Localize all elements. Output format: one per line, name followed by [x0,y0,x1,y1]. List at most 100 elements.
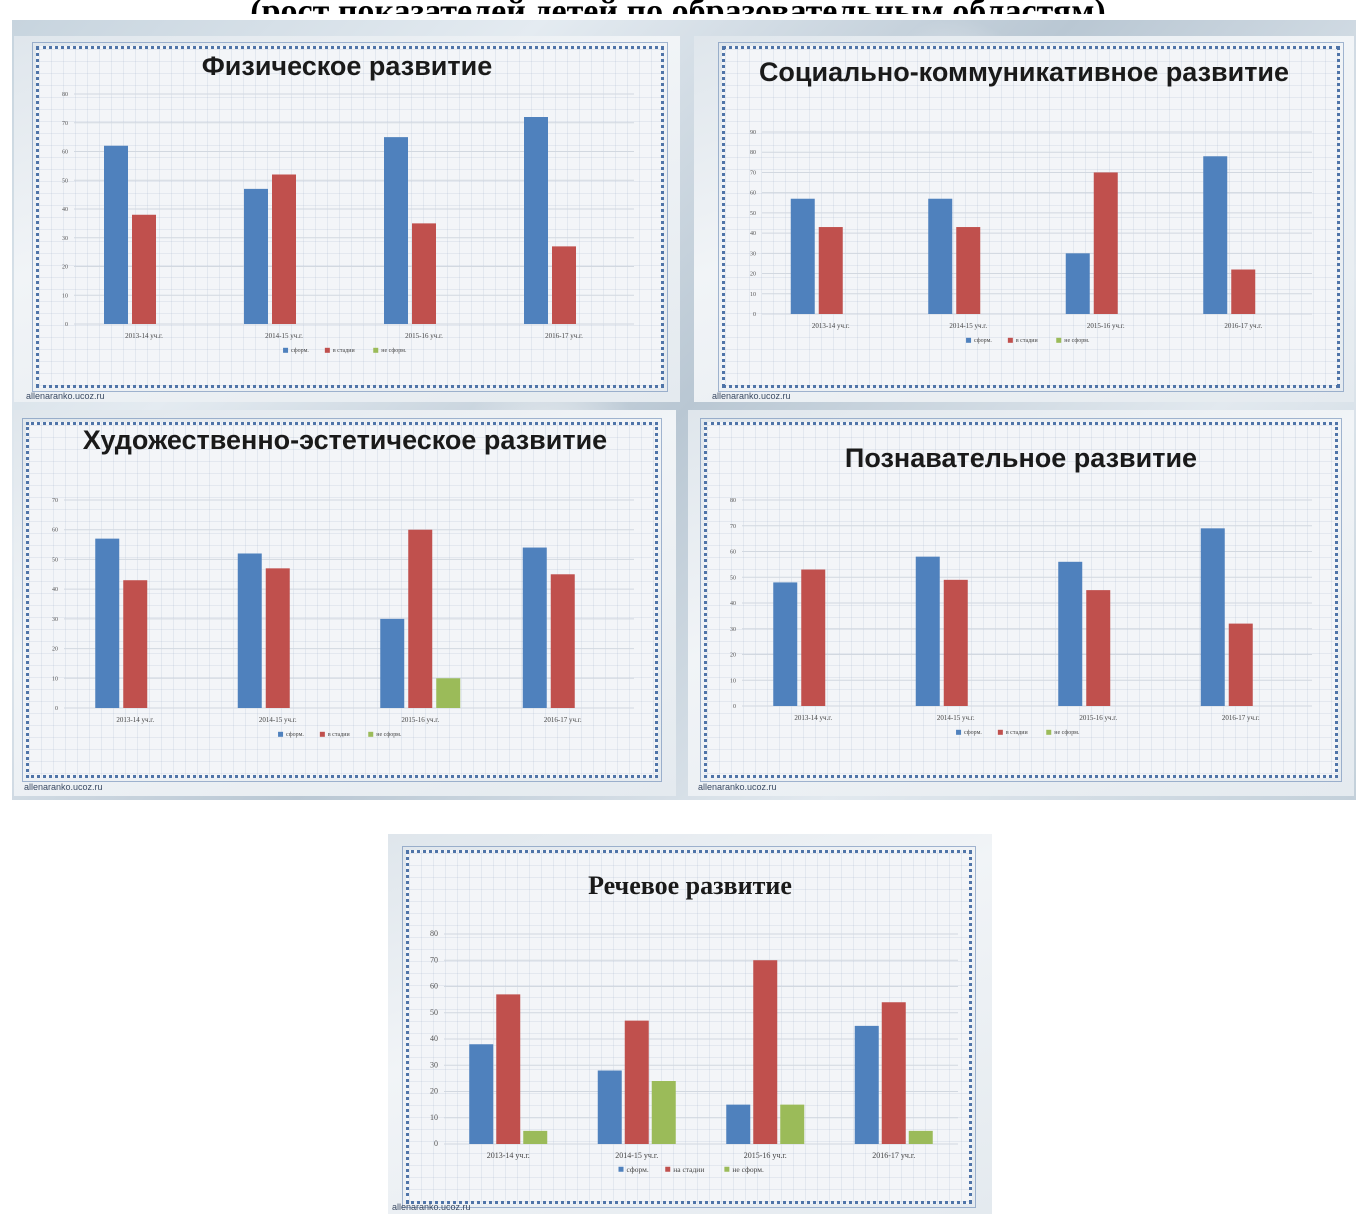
y-tick-label: 30 [62,236,68,242]
bar-3 [523,1130,548,1144]
bar-1 [244,188,268,324]
bar-3 [908,1130,933,1144]
chart-artistic: 0 10 20 30 40 50 60 70 2013-14 уч.г. 2014-15 уч.г… [52,498,634,738]
x-tick-label: 2016-17 уч.г. [1222,714,1260,722]
y-tick-label: 20 [730,653,736,659]
bar-1 [1065,253,1090,314]
legend-label: в стадии [328,732,351,738]
x-tick-label: 2014-15 уч.г. [937,714,975,722]
bar-1 [915,556,940,706]
legend-label: в стадии [1016,338,1039,344]
y-tick-label: 20 [430,1087,438,1096]
bar-1 [522,547,547,708]
y-tick-label: 80 [62,92,68,98]
bar-1 [384,137,408,324]
y-tick-label: 0 [753,312,756,318]
y-tick-label: 10 [430,1113,438,1122]
site-credit: allenaranko.ucoz.ru [712,391,791,401]
y-tick-label: 10 [730,678,736,684]
bar-2 [1231,269,1256,314]
bar-1 [726,1104,751,1144]
x-tick-label: 2013-14 уч.г. [487,1151,530,1160]
legend-label: сформ. [291,347,309,354]
legend-swatch [724,1166,730,1172]
bar-1 [597,1070,622,1144]
bar-2 [881,1002,906,1144]
x-tick-label: 2015-16 уч.г. [405,332,443,340]
x-tick-label: 2014-15 уч.г. [259,716,297,724]
legend-label: на стадии [673,1165,704,1174]
bar-1 [524,117,548,324]
slide-cognitive: Познавательное развитие 0 10 20 30 40 50 60 70 8… [688,410,1354,796]
bar-2 [272,174,296,324]
y-tick-label: 40 [430,1034,438,1043]
chart-title: Художественно-эстетическое развитие [82,425,608,455]
y-tick-label: 40 [62,207,68,213]
bar-2 [818,227,843,314]
bar-2 [1086,590,1111,706]
y-tick-label: 10 [62,293,68,299]
legend-swatch [368,731,374,737]
x-tick-label: 2013-14 уч.г. [125,332,163,340]
bar-2 [550,574,575,708]
bar-2 [801,569,826,706]
y-tick-label: 60 [730,550,736,556]
legend-swatch [373,347,379,353]
y-tick-label: 10 [750,292,756,298]
bar-2 [496,994,521,1144]
legend-swatch [966,337,972,343]
y-tick-label: 70 [52,498,58,504]
y-tick-label: 0 [65,322,68,328]
y-tick-label: 30 [730,627,736,633]
y-tick-label: 60 [430,982,438,991]
chart-physical: 0 10 20 30 40 50 60 70 80 2013-14 уч.г. 2014-15 уч… [62,92,634,354]
y-tick-label: 70 [430,955,438,964]
legend-label: сформ. [286,731,304,738]
bar-3 [651,1081,676,1144]
y-tick-label: 0 [733,704,736,710]
x-tick-label: 2015-16 уч.г. [1087,322,1125,330]
x-tick-label: 2015-16 уч.г. [401,716,439,724]
y-tick-label: 80 [430,929,438,938]
y-tick-label: 50 [52,557,58,563]
legend-swatch [324,347,330,353]
slide-frame [718,42,1344,392]
bar-2 [123,580,148,708]
chart-title: Физическое развитие [201,51,493,81]
bar-2 [1093,172,1118,314]
y-tick-label: 30 [430,1060,438,1069]
bar-1 [1200,528,1225,706]
x-tick-label: 2014-15 уч.г. [949,322,987,330]
bar-1 [773,582,798,706]
bar-1 [380,618,405,708]
y-tick-label: 50 [750,211,756,217]
chart-title: Речевое развитие [588,871,792,900]
x-tick-label: 2016-17 уч.г. [545,332,583,340]
x-tick-label: 2015-16 уч.г. [1079,714,1117,722]
bar-2 [753,960,778,1144]
x-tick-label: 2013-14 уч.г. [116,716,154,724]
bar-1 [469,1044,494,1144]
site-credit: allenaranko.ucoz.ru [24,782,103,792]
slide-speech: Речевое развитие 0 10 20 30 40 50 60 70 80 2013-1… [388,834,992,1214]
y-tick-label: 40 [750,231,756,237]
y-tick-label: 60 [750,191,756,197]
y-tick-label: 90 [750,130,756,136]
legend-label: сформ. [627,1165,649,1174]
legend-swatch [618,1166,624,1172]
x-tick-label: 2016-17 уч.г. [872,1151,915,1160]
bar-3 [780,1104,805,1144]
legend-label: не сформ. [1064,337,1090,344]
legend-swatch [956,729,962,735]
x-tick-label: 2014-15 уч.г. [615,1151,658,1160]
bar-1 [237,553,262,708]
bar-2 [624,1020,649,1144]
bar-1 [928,198,953,314]
y-tick-label: 70 [750,170,756,176]
chart-cognitive: 0 10 20 30 40 50 60 70 80 2013-14 уч.г. 2014-15 уч… [730,498,1312,736]
legend-swatch [1007,337,1013,343]
legend-label: не сформ. [376,731,402,738]
slide-social: Социально-коммуникативное развитие 0 10 20… [694,36,1354,402]
bar-1 [854,1025,879,1144]
legend-swatch [283,347,289,353]
